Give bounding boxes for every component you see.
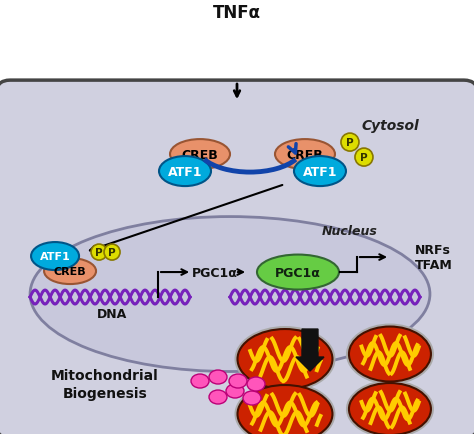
Text: ATF1: ATF1 [303, 165, 337, 178]
Circle shape [355, 149, 373, 167]
Ellipse shape [247, 377, 265, 391]
Ellipse shape [170, 140, 230, 170]
Ellipse shape [257, 255, 339, 290]
Ellipse shape [237, 385, 332, 434]
Ellipse shape [209, 390, 227, 404]
Ellipse shape [44, 259, 96, 284]
Circle shape [104, 244, 120, 260]
Text: Nucleus: Nucleus [322, 224, 378, 237]
Text: P: P [346, 138, 354, 148]
Ellipse shape [31, 243, 79, 270]
Ellipse shape [235, 382, 336, 434]
FancyBboxPatch shape [0, 81, 474, 434]
Text: CREB: CREB [182, 148, 219, 161]
Text: CREB: CREB [54, 266, 86, 276]
Text: ATF1: ATF1 [168, 165, 202, 178]
Ellipse shape [209, 370, 227, 384]
Text: PGC1α: PGC1α [275, 266, 321, 279]
Text: NRFs
TFAM: NRFs TFAM [415, 243, 453, 271]
Ellipse shape [30, 217, 430, 372]
Ellipse shape [243, 391, 261, 405]
Ellipse shape [226, 384, 244, 398]
Ellipse shape [191, 374, 209, 388]
Ellipse shape [159, 157, 211, 187]
Ellipse shape [235, 326, 336, 392]
FancyArrow shape [296, 329, 324, 371]
Ellipse shape [346, 324, 434, 385]
Ellipse shape [294, 157, 346, 187]
Text: Cytosol: Cytosol [361, 119, 419, 133]
Circle shape [341, 134, 359, 152]
Text: ATF1: ATF1 [40, 251, 71, 261]
Text: PGC1α: PGC1α [192, 266, 238, 279]
Text: Mitochondrial
Biogenesis: Mitochondrial Biogenesis [51, 368, 159, 400]
Text: DNA: DNA [97, 307, 127, 320]
Text: P: P [95, 247, 103, 257]
Text: TNFα: TNFα [213, 4, 261, 22]
Ellipse shape [346, 380, 434, 434]
Text: P: P [108, 247, 116, 257]
Circle shape [91, 244, 107, 260]
Ellipse shape [275, 140, 335, 170]
Ellipse shape [237, 329, 332, 389]
Ellipse shape [349, 383, 431, 434]
Ellipse shape [229, 374, 247, 388]
Ellipse shape [349, 327, 431, 381]
Text: CREB: CREB [287, 148, 323, 161]
Text: P: P [360, 153, 368, 163]
